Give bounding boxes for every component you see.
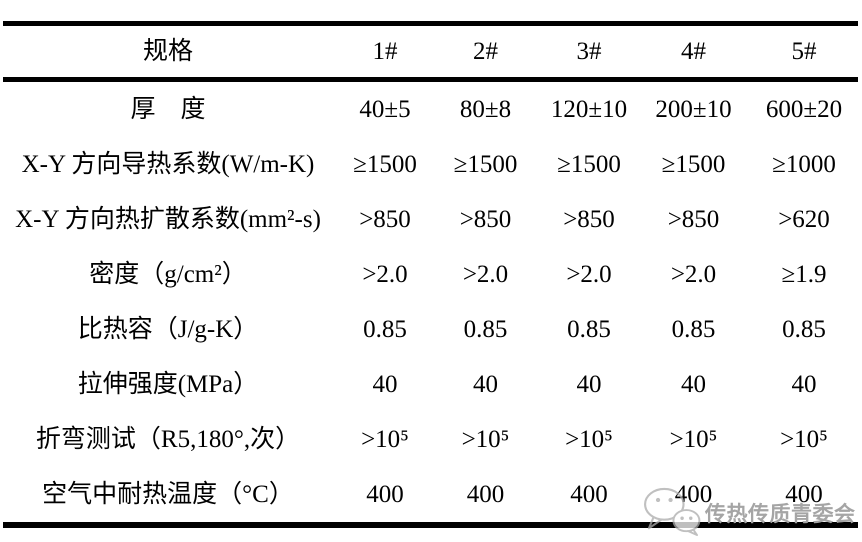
- table-cell: ≥1500: [453, 151, 518, 178]
- table-cell: ≥1500: [353, 151, 417, 178]
- table-cell: >850: [459, 206, 512, 233]
- table-cell: >2.0: [362, 261, 408, 288]
- table-top-rule: [3, 21, 858, 26]
- column-header-2: 2#: [473, 38, 498, 65]
- table-cell: 400: [674, 481, 713, 508]
- row-label-heat-resistance-temperature: 空气中耐热温度（°C）: [42, 481, 294, 508]
- table-cell: 40: [681, 371, 706, 398]
- table-cell: >2.0: [462, 261, 509, 288]
- table-cell: ≥1.9: [781, 261, 827, 288]
- table-cell: 400: [466, 481, 505, 508]
- table-cell: 600±20: [765, 96, 843, 123]
- table-cell: 80±8: [459, 96, 512, 123]
- table-cell: >10⁵: [565, 426, 613, 453]
- table-cell: >10⁵: [669, 426, 718, 453]
- column-header-5: 5#: [791, 38, 817, 65]
- column-header-3: 3#: [576, 38, 602, 65]
- row-label-tensile-strength: 拉伸强度(MPa）: [77, 371, 259, 398]
- table-bottom-rule: [3, 522, 858, 528]
- column-header-4: 4#: [681, 38, 706, 65]
- row-label-bending-test: 折弯测试（R5,180°,次）: [35, 426, 301, 453]
- column-header-1: 1#: [372, 38, 398, 65]
- table-cell: 40±5: [359, 96, 411, 123]
- row-label-specific-heat: 比热容（J/g-K）: [77, 316, 259, 343]
- table-cell: ≥1500: [557, 151, 621, 178]
- table-cell: 40: [372, 371, 398, 398]
- table-cell: >850: [667, 206, 720, 233]
- table-cell: 400: [570, 481, 608, 508]
- table-cell: 40: [473, 371, 498, 398]
- table-cell: 0.85: [782, 316, 826, 343]
- table-cell: >2.0: [670, 261, 717, 288]
- row-label-thermal-diffusivity: X-Y 方向热扩散系数(mm²-s): [15, 206, 321, 233]
- table-cell: 40: [576, 371, 602, 398]
- column-header-spec: 规格: [142, 38, 193, 65]
- table-cell: >10⁵: [461, 426, 510, 453]
- table-cell: 0.85: [463, 316, 508, 343]
- spec-table: 规格 1# 2# 3# 4# 5# 厚 度 40±5 80±8 120±10 2…: [0, 26, 862, 522]
- table-cell: 200±10: [655, 96, 732, 123]
- table-cell: >2.0: [566, 261, 612, 288]
- table-cell: 0.85: [363, 316, 407, 343]
- table-cell: 0.85: [671, 316, 716, 343]
- table-cell: >850: [359, 206, 411, 233]
- row-label-thermal-conductivity: X-Y 方向导热系数(W/m-K): [21, 151, 315, 178]
- table-cell: >10⁵: [361, 426, 409, 453]
- table-header-rule: [3, 77, 858, 82]
- table-cell: ≥1500: [661, 151, 726, 178]
- table-cell: 120±10: [550, 96, 628, 123]
- table-cell: 0.85: [567, 316, 611, 343]
- table-cell: 400: [366, 481, 404, 508]
- row-label-density: 密度（g/cm²）: [89, 261, 247, 288]
- table-cell: 400: [785, 481, 823, 508]
- table-cell: >10⁵: [780, 426, 828, 453]
- table-cell: 40: [791, 371, 817, 398]
- table-cell: >850: [563, 206, 615, 233]
- row-label-thickness: 厚 度: [130, 96, 206, 123]
- table-cell: ≥1000: [772, 151, 836, 178]
- table-cell: >620: [778, 206, 830, 233]
